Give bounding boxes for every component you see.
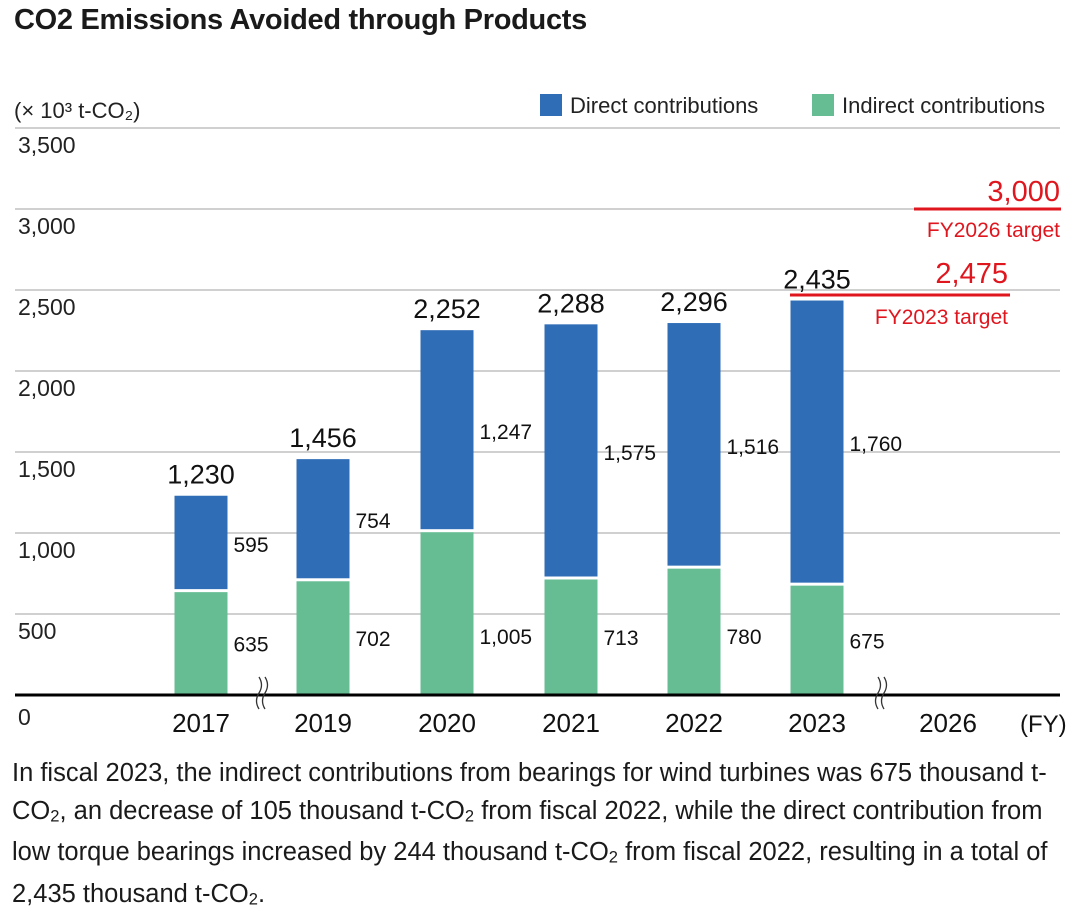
x-tick-label: 2017 (172, 708, 230, 738)
axis-break-icon (874, 676, 888, 710)
y-tick-label: 2,000 (18, 375, 76, 401)
x-axis-label: (FY) (1020, 711, 1067, 738)
x-tick-label: 2019 (294, 708, 352, 738)
bar-direct (544, 324, 598, 577)
y-tick-label: 2,500 (18, 294, 76, 320)
chart: (× 10³ t-CO₂) 0 500 1,000 1,500 2,000 2,500 3,0… (14, 93, 1067, 738)
data-label-indirect: 702 (356, 628, 391, 651)
total-label: 1,230 (167, 460, 235, 490)
total-label: 1,456 (289, 423, 357, 453)
legend-swatch (540, 94, 562, 116)
bar-indirect (667, 568, 721, 695)
data-label-direct: 754 (356, 510, 391, 533)
y-tick-label: 1,000 (18, 537, 76, 563)
x-tick-label: 2026 (919, 708, 977, 738)
bar-direct (667, 323, 721, 566)
bar-direct (174, 495, 228, 590)
x-tick-label: 2022 (665, 708, 723, 738)
legend-label: Direct contributions (570, 93, 758, 118)
data-label-direct: 595 (234, 534, 269, 557)
axis-break-icon (255, 676, 269, 710)
target-value-fy2023: 2,475 (935, 258, 1008, 290)
data-label-indirect: 780 (727, 626, 762, 649)
data-label-indirect: 713 (604, 627, 639, 650)
data-label-direct: 1,575 (604, 442, 657, 465)
bar-direct (420, 330, 474, 530)
bar-indirect (790, 585, 844, 695)
y-tick-label: 1,500 (18, 456, 76, 482)
bar-indirect (296, 581, 350, 695)
bar-direct (790, 300, 844, 583)
data-label-direct: 1,760 (850, 433, 903, 456)
bar-indirect (174, 592, 228, 695)
data-label-direct: 1,247 (480, 421, 533, 444)
y-tick-label: 500 (18, 618, 56, 644)
target-label-fy2023: FY2023 target (875, 306, 1008, 329)
y-tick-label: 0 (18, 704, 31, 730)
data-label-indirect: 1,005 (480, 626, 533, 649)
y-axis-label: (× 10³ t-CO₂) (14, 98, 141, 123)
data-label-direct: 1,516 (727, 436, 780, 459)
total-label: 2,435 (783, 265, 851, 295)
total-label: 2,288 (537, 288, 605, 318)
bar-direct (296, 459, 350, 579)
total-label: 2,296 (660, 287, 728, 317)
data-label-indirect: 635 (234, 634, 269, 657)
chart-caption: In fiscal 2023, the indirect contributio… (12, 759, 1048, 909)
bar-indirect (420, 532, 474, 695)
target-label-fy2026: FY2026 target (927, 219, 1060, 242)
chart-title: CO2 Emissions Avoided through Products (14, 4, 587, 36)
data-label-indirect: 675 (850, 630, 885, 653)
legend-label: Indirect contributions (842, 93, 1045, 118)
bar-indirect (544, 579, 598, 695)
total-label: 2,252 (413, 294, 481, 324)
target-value-fy2026: 3,000 (987, 176, 1060, 208)
y-tick-label: 3,500 (18, 132, 76, 158)
x-tick-label: 2023 (788, 708, 846, 738)
y-tick-label: 3,000 (18, 213, 76, 239)
x-tick-label: 2020 (418, 708, 476, 738)
legend-swatch (812, 94, 834, 116)
x-tick-label: 2021 (542, 708, 600, 738)
